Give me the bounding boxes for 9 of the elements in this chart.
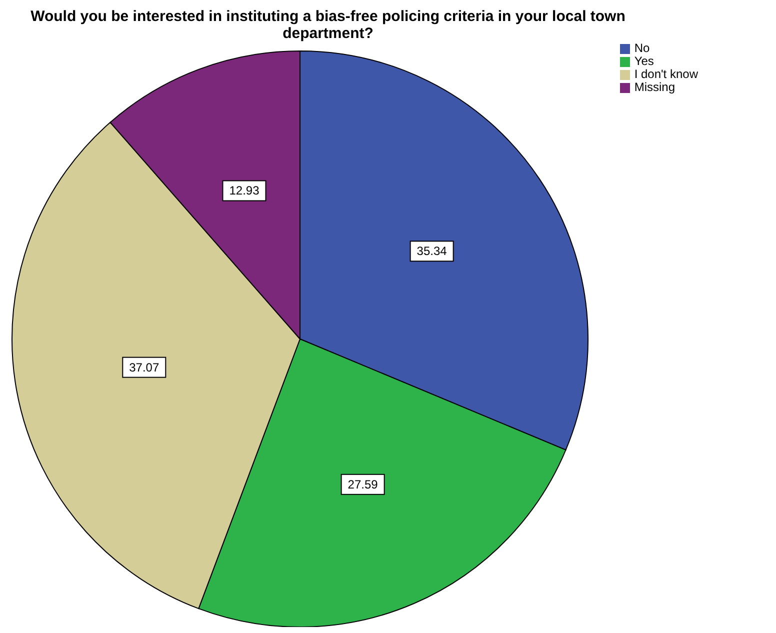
data-label: 35.34 (416, 244, 448, 258)
chart-title: Would you be interested in instituting a bias-free policing criteria in your local town department? (30, 8, 626, 42)
legend-label: Missing (634, 80, 676, 94)
legend-label: I don't know (634, 67, 698, 81)
legend-label: No (634, 41, 650, 55)
legend-label: Yes (634, 54, 654, 68)
data-label: 37.07 (129, 360, 160, 374)
data-label: 27.59 (348, 477, 378, 492)
data-label: 12.93 (229, 184, 260, 198)
